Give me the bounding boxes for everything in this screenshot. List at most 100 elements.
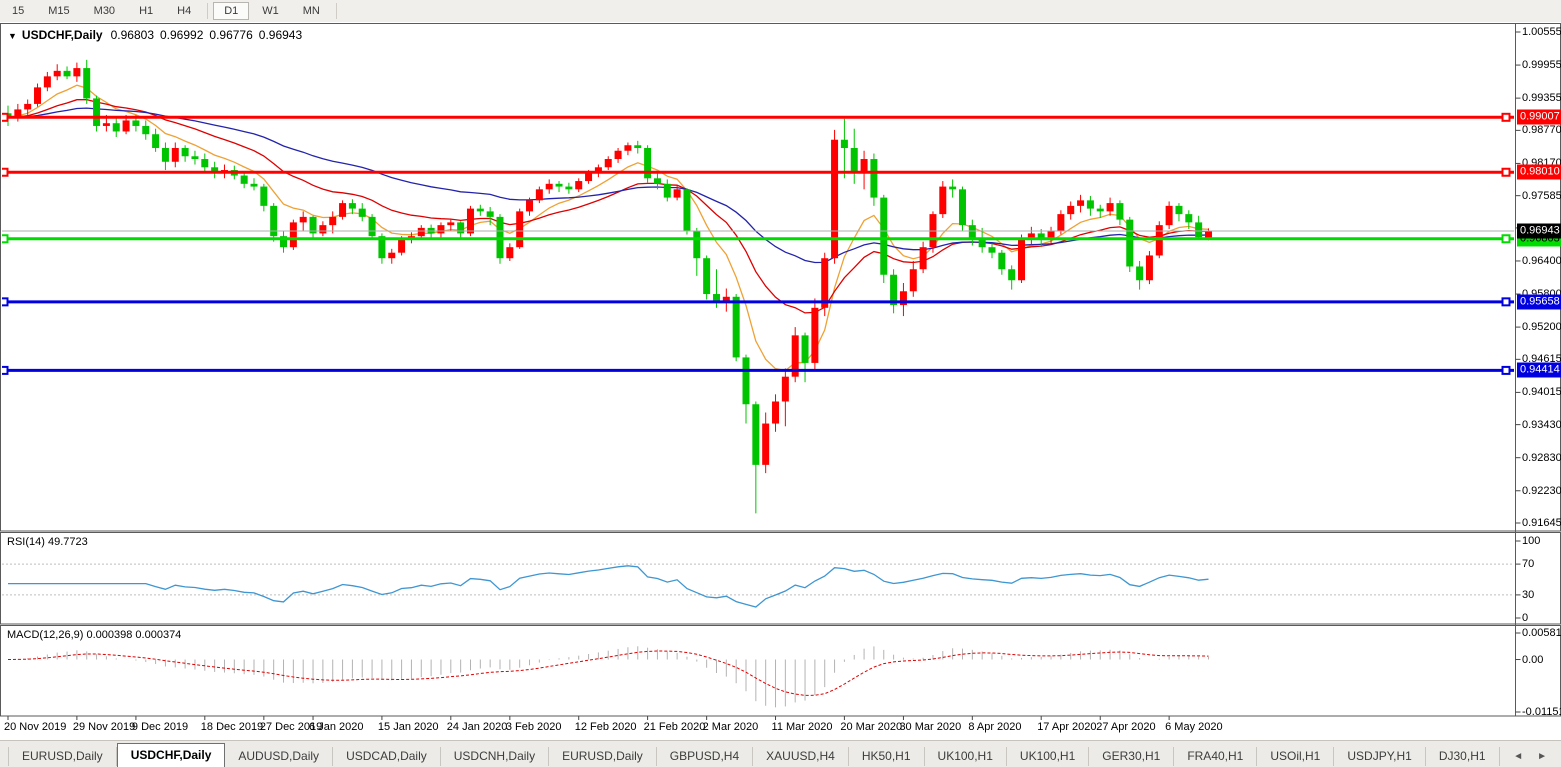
chart-tab-xauusd-h4[interactable]: XAUUSD,H4: [753, 747, 849, 766]
price-tick-label: 0.93430: [1522, 418, 1561, 431]
tab-scroll-arrows: ◄ ►: [1513, 751, 1547, 762]
candle-body: [329, 216, 337, 226]
chart-title: ▼ USDCHF,Daily 0.96803 0.96992 0.96776 0.9694…: [8, 28, 308, 42]
chart-tab-ger30-h1[interactable]: GER30,H1: [1089, 747, 1175, 766]
candle-body: [83, 68, 91, 99]
line-handle[interactable]: [1501, 234, 1511, 244]
timeframe-button-m30[interactable]: M30: [93, 5, 116, 17]
chart-tab-fra40-h1[interactable]: FRA40,H1: [1174, 747, 1258, 766]
rsi-pane[interactable]: [2, 563, 1514, 608]
candle-body: [860, 159, 868, 173]
line-handle[interactable]: [1, 234, 9, 244]
tab-scroll-right-icon[interactable]: ►: [1537, 751, 1547, 762]
candle-body: [388, 252, 396, 259]
chart-tab-eurusd-daily[interactable]: EURUSD,Daily: [8, 747, 117, 766]
macd-indicator-label: MACD(12,26,9) 0.000398 0.000374: [7, 629, 182, 641]
candle-body: [339, 203, 347, 217]
ohlc-high: 0.96992: [160, 28, 204, 42]
candle-body: [722, 296, 730, 303]
candle-body: [319, 225, 327, 234]
chart-symbol-label: USDCHF,Daily: [21, 28, 103, 42]
x-axis-label: 8 Apr 2020: [968, 721, 1022, 733]
candle-body: [919, 247, 927, 270]
chart-tab-usdcad-daily[interactable]: USDCAD,Daily: [333, 747, 441, 766]
candle-body: [594, 167, 602, 173]
candle-body: [152, 134, 160, 148]
candle-body: [161, 147, 169, 162]
candle-body: [526, 200, 534, 212]
chart-window[interactable]: ▼ USDCHF,Daily 0.96803 0.96992 0.96776 0.9694…: [0, 22, 1561, 741]
timeframe-button-m15[interactable]: M15: [48, 5, 70, 17]
main-price-pane[interactable]: [1, 59, 1515, 514]
candle-body: [840, 139, 848, 148]
chart-tab-hk50-h1[interactable]: HK50,H1: [849, 747, 925, 766]
candle-body: [545, 183, 553, 190]
chart-canvas[interactable]: [0, 22, 1561, 741]
candle-body: [949, 186, 957, 190]
candle-body: [280, 236, 288, 248]
candle-body: [958, 189, 966, 226]
candle-body: [447, 222, 455, 226]
chart-tab-gbpusd-h4[interactable]: GBPUSD,H4: [657, 747, 754, 766]
timeframe-button-h1[interactable]: H1: [139, 5, 154, 17]
timeframe-button-15[interactable]: 15: [12, 5, 25, 17]
x-axis-label: 6 Jan 2020: [309, 721, 364, 733]
rsi-tick-label: 30: [1522, 588, 1535, 601]
chart-tab-usdcnh-daily[interactable]: USDCNH,Daily: [441, 747, 550, 766]
candle-body: [1018, 238, 1026, 281]
timeframe-button-w1[interactable]: W1: [262, 5, 279, 17]
candle-body: [1037, 233, 1045, 239]
price-tick-label: 1.00555: [1522, 26, 1561, 38]
ohlc-low: 0.96776: [209, 28, 253, 42]
timeframe-button-mn[interactable]: MN: [302, 5, 320, 17]
chart-dropdown-icon[interactable]: ▼: [8, 31, 17, 41]
chart-tab-uk100-h1[interactable]: UK100,H1: [925, 747, 1007, 766]
line-handle[interactable]: [1, 167, 9, 177]
price-tick-label: 0.92230: [1522, 484, 1561, 497]
candle-body: [260, 186, 268, 206]
candle-body: [476, 208, 484, 212]
candle-body: [663, 183, 671, 198]
line-handle[interactable]: [1, 297, 9, 307]
candle-body: [1096, 208, 1104, 212]
candle-body: [565, 186, 573, 190]
candle-body: [1155, 225, 1163, 256]
candle-body: [604, 159, 612, 168]
chart-tab-uk100-h1[interactable]: UK100,H1: [1007, 747, 1090, 766]
chart-tab-dj30-h1[interactable]: DJ30,H1: [1426, 747, 1500, 766]
chart-tab-usdjpy-h1[interactable]: USDJPY,H1: [1334, 747, 1426, 766]
candle-body: [112, 123, 120, 132]
chart-tab-usdchf-daily[interactable]: USDCHF,Daily: [116, 743, 226, 767]
candle-body: [821, 258, 829, 308]
candle-body: [1185, 214, 1193, 223]
price-tick-label: 0.94015: [1522, 386, 1561, 399]
line-handle[interactable]: [1501, 167, 1511, 177]
candle-body: [437, 225, 445, 234]
x-axis-label: 15 Jan 2020: [377, 721, 439, 733]
x-axis-label: 3 Feb 2020: [505, 721, 562, 733]
line-handle[interactable]: [1, 112, 9, 122]
price-tick-label: 0.99955: [1522, 59, 1561, 72]
line-handle[interactable]: [1501, 297, 1511, 307]
macd-tick-label: 0.00: [1522, 653, 1544, 666]
candle-body: [1008, 269, 1016, 281]
timeframe-button-d1[interactable]: D1: [213, 2, 250, 20]
pane-border-rsi: [0, 532, 1561, 625]
candle-body: [516, 211, 524, 248]
x-axis-label: 20 Nov 2019: [4, 721, 67, 733]
chart-tab-usoil-h1[interactable]: USOil,H1: [1257, 747, 1335, 766]
candle-body: [73, 68, 81, 77]
chart-tab-audusd-daily[interactable]: AUDUSD,Daily: [225, 747, 334, 766]
tab-scroll-left-icon[interactable]: ◄: [1513, 751, 1524, 762]
x-axis-label: 29 Nov 2019: [72, 721, 136, 733]
rsi-tick-label: 70: [1522, 558, 1535, 571]
macd-pane[interactable]: [7, 646, 1209, 708]
line-handle[interactable]: [1501, 365, 1511, 375]
chart-tab-eurusd-daily[interactable]: EURUSD,Daily: [549, 747, 657, 766]
price-tick-label: 0.92830: [1522, 451, 1561, 464]
line-handle[interactable]: [1501, 112, 1511, 122]
line-handle[interactable]: [1, 365, 9, 375]
candle-body: [1175, 205, 1183, 215]
candle-body: [811, 307, 819, 363]
timeframe-button-h4[interactable]: H4: [177, 5, 192, 17]
